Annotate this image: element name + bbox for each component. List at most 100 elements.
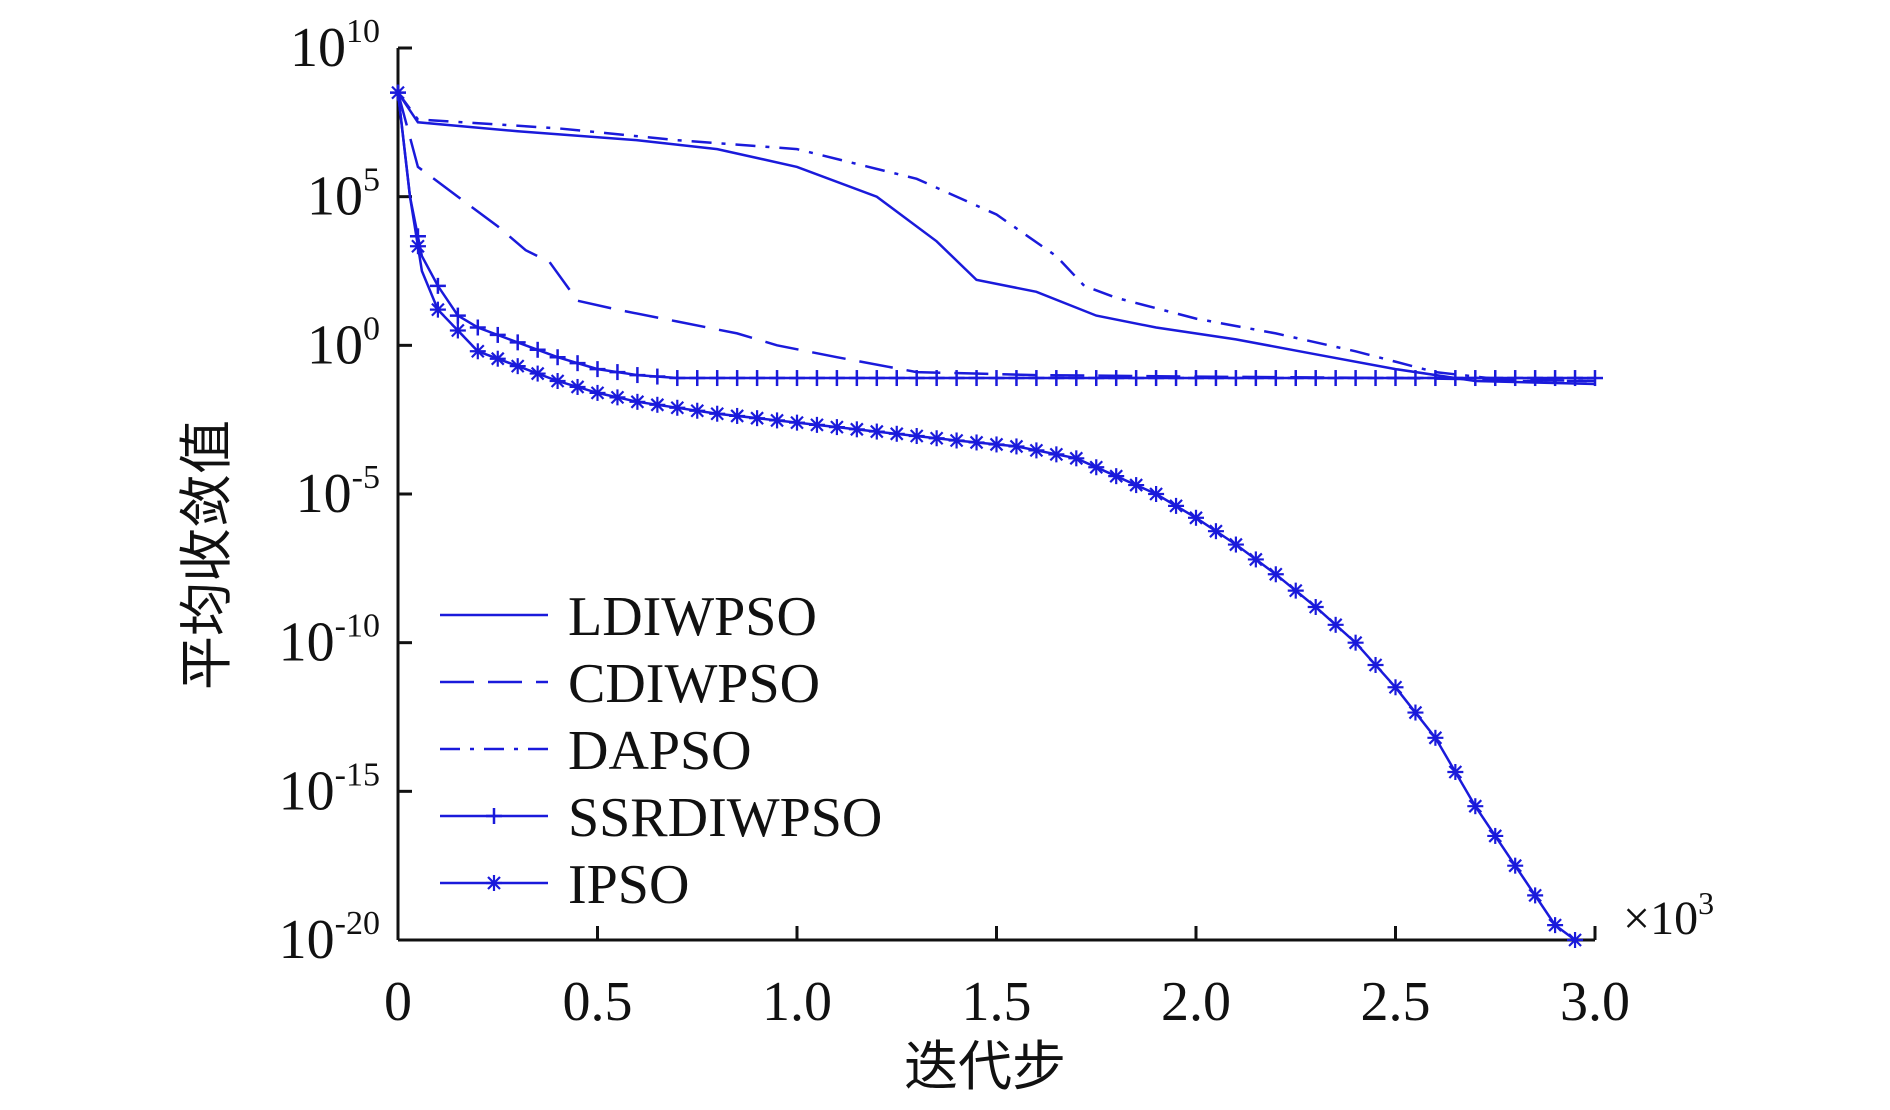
y-tick-label: 100	[307, 310, 380, 376]
y-tick-exponent: -5	[352, 459, 380, 496]
data-point	[1128, 477, 1145, 494]
data-point	[928, 430, 945, 447]
data-point	[808, 370, 825, 387]
data-point	[908, 428, 925, 445]
data-point	[1527, 887, 1544, 904]
data-point	[569, 355, 586, 372]
data-point	[629, 367, 646, 384]
data-point	[1367, 370, 1384, 387]
data-point	[509, 358, 526, 375]
data-point	[1427, 729, 1444, 746]
data-point	[848, 370, 865, 387]
data-point	[709, 405, 726, 422]
series-dapso	[396, 91, 1595, 383]
data-point	[769, 412, 786, 429]
y-tick-label: 1010	[290, 13, 380, 79]
legend-item-ldiwpso: LDIWPSO	[440, 586, 817, 648]
data-point	[1447, 370, 1464, 387]
data-point	[1307, 598, 1324, 615]
data-point	[988, 370, 1005, 387]
y-tick-base: 10	[279, 909, 335, 971]
x-tick-label: 0	[384, 971, 412, 1033]
data-point	[1567, 370, 1584, 387]
y-tick-label: 105	[307, 162, 380, 228]
y-tick-label: 10-15	[279, 756, 380, 822]
data-point	[469, 343, 486, 360]
series-group	[390, 84, 1603, 948]
y-tick-base: 10	[307, 166, 363, 228]
x-multiplier-base: ×10	[1623, 892, 1698, 945]
data-point	[769, 370, 786, 387]
data-point	[1068, 370, 1085, 387]
axes: 0 0.5 1.0 1.5 2.0 2.5 3.0101010510010-510-1010…	[279, 13, 1714, 1033]
data-point	[529, 365, 546, 382]
data-point	[689, 370, 706, 387]
data-point	[1188, 509, 1204, 526]
data-point	[609, 389, 626, 406]
legend-label: SSRDIWPSO	[568, 787, 882, 849]
data-point	[968, 370, 985, 387]
data-point	[789, 370, 805, 387]
data-point	[729, 370, 746, 387]
data-point	[1188, 370, 1204, 387]
data-point	[1327, 370, 1344, 387]
data-point	[1088, 459, 1105, 476]
data-point	[888, 370, 905, 387]
data-point	[1048, 370, 1065, 387]
data-point	[1247, 370, 1264, 387]
data-point	[1028, 442, 1045, 459]
data-point	[1407, 370, 1424, 387]
data-point	[868, 423, 885, 440]
x-tick-label: 2.5	[1361, 971, 1431, 1033]
data-point	[449, 322, 466, 339]
data-point	[1028, 370, 1045, 387]
data-point	[569, 378, 586, 395]
data-point	[1267, 370, 1284, 387]
y-tick-label: 10-10	[279, 608, 380, 674]
data-point	[1347, 634, 1364, 651]
data-point	[1507, 370, 1524, 387]
series-ssrdiwpso	[390, 84, 1603, 387]
x-multiplier-exponent: 3	[1698, 885, 1714, 921]
y-axis-label: 平均收敛值	[175, 420, 238, 690]
data-point	[1507, 857, 1524, 874]
data-point	[808, 416, 825, 433]
data-point	[589, 384, 606, 401]
data-point	[1267, 566, 1284, 583]
y-tick-label: 10-5	[296, 459, 380, 525]
x-tick-label: 1.0	[762, 971, 832, 1033]
y-tick-base: 10	[296, 463, 352, 525]
data-point	[828, 370, 845, 387]
data-point	[649, 368, 666, 385]
y-tick-exponent: 10	[346, 13, 380, 50]
data-point	[529, 341, 546, 358]
data-point	[1168, 370, 1185, 387]
legend-label: LDIWPSO	[568, 586, 817, 648]
legend-label: DAPSO	[568, 720, 752, 782]
data-point	[828, 419, 845, 436]
data-point	[1587, 370, 1603, 387]
series-line	[396, 91, 1595, 383]
data-point	[1207, 523, 1224, 540]
data-point	[1387, 679, 1404, 696]
data-point	[429, 277, 446, 294]
legend-item-ssrdiwpso: SSRDIWPSO	[440, 787, 882, 849]
y-tick-exponent: -15	[335, 756, 380, 793]
data-point	[509, 334, 526, 351]
x-tick-label: 3.0	[1560, 971, 1630, 1033]
data-point	[1108, 468, 1125, 485]
data-point	[609, 364, 626, 381]
data-point	[729, 407, 746, 424]
data-point	[1547, 370, 1564, 387]
data-point	[1387, 370, 1404, 387]
data-point	[469, 319, 486, 336]
data-point	[449, 307, 466, 324]
data-point	[789, 414, 805, 431]
data-point	[429, 301, 446, 318]
legend-marker	[486, 808, 502, 824]
data-point	[948, 432, 965, 449]
data-point	[1567, 932, 1584, 948]
data-point	[948, 370, 965, 387]
legend-marker	[486, 875, 502, 891]
legend-item-ipso: IPSO	[440, 854, 689, 916]
